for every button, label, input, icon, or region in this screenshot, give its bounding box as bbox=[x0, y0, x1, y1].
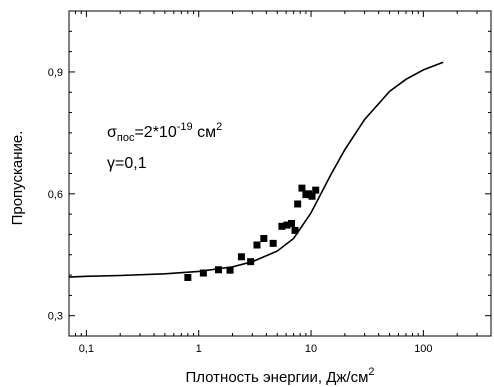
y-tick-label: 0,6 bbox=[48, 189, 63, 201]
y-axis-title: Пропускание. bbox=[9, 131, 26, 226]
plot-frame bbox=[68, 10, 492, 337]
y-tick-label: 0,3 bbox=[48, 311, 63, 323]
x-axis-title: Плотность энергии, Дж/см2 bbox=[185, 366, 374, 386]
data-point bbox=[260, 235, 268, 242]
axis-tick-labels: 0,1 1 10 100 0,3 0,6 0,9 bbox=[48, 67, 433, 355]
data-point bbox=[308, 192, 316, 200]
gamma-annotation: γ=0,1 bbox=[107, 155, 147, 172]
x-axis-title-sup: 2 bbox=[368, 366, 374, 378]
sigma-subscript: пос bbox=[117, 132, 135, 144]
sigma-symbol: σ bbox=[107, 124, 117, 141]
data-point bbox=[298, 184, 306, 192]
fit-curve bbox=[68, 61, 444, 278]
data-point bbox=[269, 239, 277, 247]
data-point bbox=[199, 269, 207, 277]
data-point bbox=[237, 253, 245, 261]
x-tick-label: 1 bbox=[196, 343, 202, 355]
data-point bbox=[278, 222, 286, 230]
data-point bbox=[312, 186, 320, 194]
data-points bbox=[184, 184, 320, 281]
x-tick-label: 10 bbox=[305, 343, 317, 355]
y-tick-label: 0,9 bbox=[48, 67, 63, 79]
sigma-exponent: -19 bbox=[177, 121, 193, 133]
data-point bbox=[226, 266, 234, 274]
data-point bbox=[184, 274, 192, 281]
sigma-unit: см bbox=[193, 124, 216, 141]
data-point bbox=[283, 221, 291, 229]
sigma-unit-sup: 2 bbox=[216, 121, 222, 133]
axis-ticks bbox=[69, 10, 491, 336]
data-point bbox=[294, 200, 302, 208]
sigma-value: =2*10 bbox=[134, 124, 176, 141]
data-point bbox=[215, 266, 223, 274]
data-point bbox=[288, 219, 296, 227]
x-tick-label: 100 bbox=[414, 343, 432, 355]
data-point bbox=[291, 226, 299, 234]
data-point bbox=[253, 241, 261, 249]
x-tick-label: 0,1 bbox=[79, 343, 94, 355]
x-axis-title-text: Плотность энергии, Дж/см bbox=[185, 369, 368, 386]
data-point bbox=[247, 258, 255, 266]
sigma-annotation: σпос=2*10-19 см2 bbox=[107, 121, 222, 144]
